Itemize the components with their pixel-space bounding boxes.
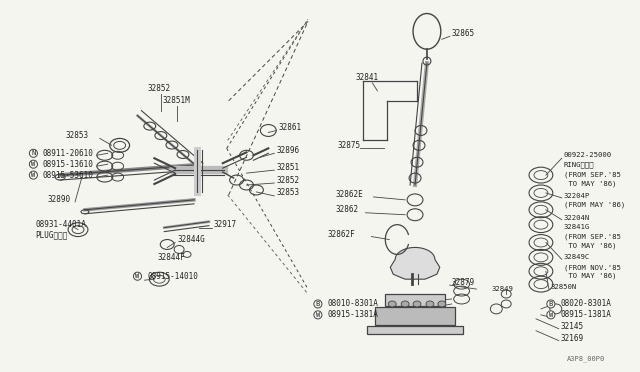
Text: 32145: 32145 — [561, 322, 584, 331]
Text: 32849: 32849 — [492, 286, 513, 292]
Text: (FROM SEP.'85: (FROM SEP.'85 — [564, 233, 621, 240]
Bar — [376, 307, 454, 325]
Ellipse shape — [413, 301, 421, 307]
Ellipse shape — [426, 301, 434, 307]
Text: B: B — [316, 301, 320, 307]
Text: 08915-1381A: 08915-1381A — [561, 310, 612, 320]
Text: 32865: 32865 — [452, 29, 475, 38]
Text: W: W — [31, 172, 36, 178]
Text: 08020-8301A: 08020-8301A — [561, 299, 612, 308]
Text: 00922-25000: 00922-25000 — [564, 152, 612, 158]
Text: 32862: 32862 — [336, 205, 359, 214]
Text: 32169: 32169 — [561, 334, 584, 343]
Text: W: W — [548, 312, 553, 318]
Text: A3P8_00P0: A3P8_00P0 — [567, 355, 605, 362]
Text: TO MAY '86): TO MAY '86) — [564, 181, 616, 187]
Text: 32896: 32896 — [276, 146, 300, 155]
Text: 32850N: 32850N — [551, 284, 577, 290]
Text: 32849C: 32849C — [564, 254, 590, 260]
Text: TO MAY '86): TO MAY '86) — [564, 242, 616, 249]
Text: 32852: 32852 — [147, 84, 170, 93]
Text: 08915-14010: 08915-14010 — [147, 272, 198, 281]
Text: 32851: 32851 — [276, 163, 300, 171]
Text: 32862F: 32862F — [328, 230, 356, 239]
Text: 08915-1381A: 08915-1381A — [328, 310, 379, 320]
Text: 32862E: 32862E — [336, 190, 364, 199]
Text: N: N — [31, 150, 36, 156]
Text: 32851M: 32851M — [163, 96, 190, 105]
Text: RINGリング: RINGリング — [564, 162, 595, 169]
Text: (FROM SEP.'85: (FROM SEP.'85 — [564, 172, 621, 178]
Text: 08915-53610: 08915-53610 — [42, 171, 93, 180]
Text: 32853: 32853 — [276, 189, 300, 198]
Text: (FROM MAY '86): (FROM MAY '86) — [564, 202, 625, 208]
Polygon shape — [390, 247, 440, 279]
Text: W: W — [31, 161, 36, 167]
Text: (FROM NOV.'85: (FROM NOV.'85 — [564, 264, 621, 270]
Text: 32852: 32852 — [276, 176, 300, 185]
Text: W: W — [316, 312, 320, 318]
Text: 32844G: 32844G — [177, 235, 205, 244]
Text: 32844F: 32844F — [157, 253, 185, 262]
Text: 32861: 32861 — [278, 123, 301, 132]
Bar — [367, 326, 463, 334]
Text: 32204P: 32204P — [564, 193, 590, 199]
Text: 08931-4401A: 08931-4401A — [35, 220, 86, 229]
Bar — [385, 294, 445, 306]
Ellipse shape — [401, 301, 409, 307]
Text: 32875: 32875 — [338, 141, 361, 150]
Text: 08911-20610: 08911-20610 — [42, 149, 93, 158]
Text: 32841G: 32841G — [564, 224, 590, 230]
Text: B: B — [548, 301, 553, 307]
Text: 32879: 32879 — [452, 278, 475, 287]
Text: 32890: 32890 — [47, 195, 70, 204]
Ellipse shape — [388, 301, 396, 307]
Ellipse shape — [438, 301, 446, 307]
Text: TO MAY '86): TO MAY '86) — [564, 273, 616, 279]
Text: 32204N: 32204N — [564, 215, 590, 221]
Text: 08915-13610: 08915-13610 — [42, 160, 93, 169]
Text: 32917: 32917 — [214, 220, 237, 229]
Text: PLUGプラグ: PLUGプラグ — [35, 230, 68, 239]
Text: 08010-8301A: 08010-8301A — [328, 299, 379, 308]
Text: W: W — [136, 273, 140, 279]
Text: 32853: 32853 — [65, 131, 88, 140]
Text: 32841: 32841 — [356, 73, 379, 83]
